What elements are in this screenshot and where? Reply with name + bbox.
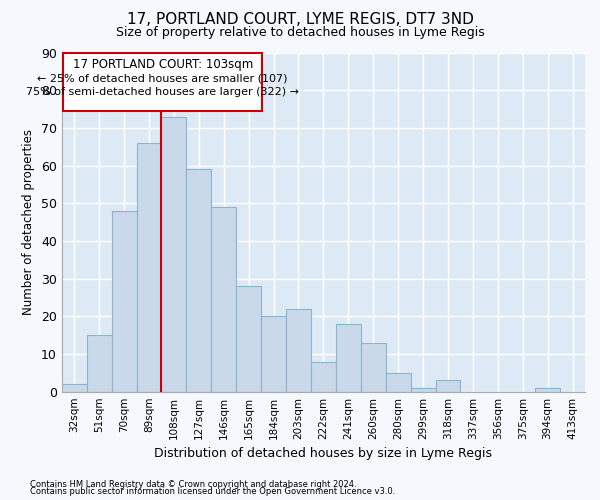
Bar <box>161 116 187 392</box>
Bar <box>112 211 137 392</box>
Text: 75% of semi-detached houses are larger (322) →: 75% of semi-detached houses are larger (… <box>26 87 299 97</box>
Text: Contains public sector information licensed under the Open Government Licence v3: Contains public sector information licen… <box>30 488 395 496</box>
Bar <box>62 384 87 392</box>
Bar <box>137 143 161 392</box>
Bar <box>361 342 386 392</box>
Y-axis label: Number of detached properties: Number of detached properties <box>22 129 35 315</box>
Bar <box>87 335 112 392</box>
Bar <box>410 388 436 392</box>
Text: Size of property relative to detached houses in Lyme Regis: Size of property relative to detached ho… <box>116 26 484 39</box>
Bar <box>261 316 286 392</box>
Bar <box>311 362 336 392</box>
Bar <box>236 286 261 392</box>
Bar <box>535 388 560 392</box>
Text: ← 25% of detached houses are smaller (107): ← 25% of detached houses are smaller (10… <box>37 73 288 83</box>
Bar <box>436 380 460 392</box>
Text: Contains HM Land Registry data © Crown copyright and database right 2024.: Contains HM Land Registry data © Crown c… <box>30 480 356 489</box>
Bar <box>211 207 236 392</box>
Text: 17, PORTLAND COURT, LYME REGIS, DT7 3ND: 17, PORTLAND COURT, LYME REGIS, DT7 3ND <box>127 12 473 28</box>
FancyBboxPatch shape <box>63 52 262 111</box>
Bar <box>386 373 410 392</box>
Bar <box>187 170 211 392</box>
Text: 17 PORTLAND COURT: 103sqm: 17 PORTLAND COURT: 103sqm <box>73 58 253 71</box>
Bar <box>336 324 361 392</box>
Bar <box>286 309 311 392</box>
X-axis label: Distribution of detached houses by size in Lyme Regis: Distribution of detached houses by size … <box>154 447 493 460</box>
